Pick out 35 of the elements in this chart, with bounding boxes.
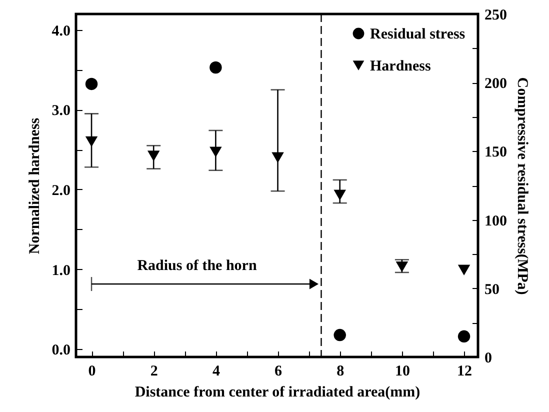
point	[210, 61, 222, 74]
x-tick-label: 10	[394, 364, 410, 380]
y-tick-label: 4.0	[52, 23, 70, 40]
legend-label: Residual stress	[370, 26, 466, 42]
y2-tick-label: 200	[484, 76, 507, 92]
y-tick-label: 0.0	[52, 342, 70, 359]
x-tick-label: 12	[457, 364, 472, 380]
point	[147, 150, 160, 162]
x-tick-label: 8	[336, 364, 344, 380]
x-axis-title: Distance from center of irradiated area(mm)	[134, 384, 420, 400]
x-tick-label: 4	[212, 364, 220, 380]
x-tick-label: 6	[274, 364, 283, 380]
y-tick-label: 3.0	[52, 103, 70, 120]
y-tick-label: 2.0	[52, 182, 70, 199]
point	[85, 136, 98, 147]
point	[210, 146, 222, 158]
legend-label: Hardness	[370, 58, 432, 74]
point	[458, 330, 470, 343]
point	[334, 328, 346, 342]
y2-tick-label: 150	[484, 144, 507, 161]
x-tick-label: 0	[88, 364, 96, 380]
point	[396, 262, 408, 272]
point	[272, 152, 284, 163]
y-axis-title: Normalized hardness	[26, 118, 43, 254]
point	[458, 264, 470, 276]
y2-axis-title: Compressive residual stress(MPa)	[514, 77, 530, 295]
y2-tick-label: 100	[484, 213, 507, 230]
y-tick-label: 1.0	[52, 262, 70, 279]
y2-tick-label: 0	[484, 350, 492, 366]
point	[85, 78, 98, 90]
point	[334, 190, 346, 200]
x-tick-label: 2	[150, 364, 158, 380]
annotation: Radius of the horn	[137, 258, 258, 274]
y2-tick-label: 50	[484, 282, 500, 298]
y2-tick-label: 250	[484, 8, 507, 24]
